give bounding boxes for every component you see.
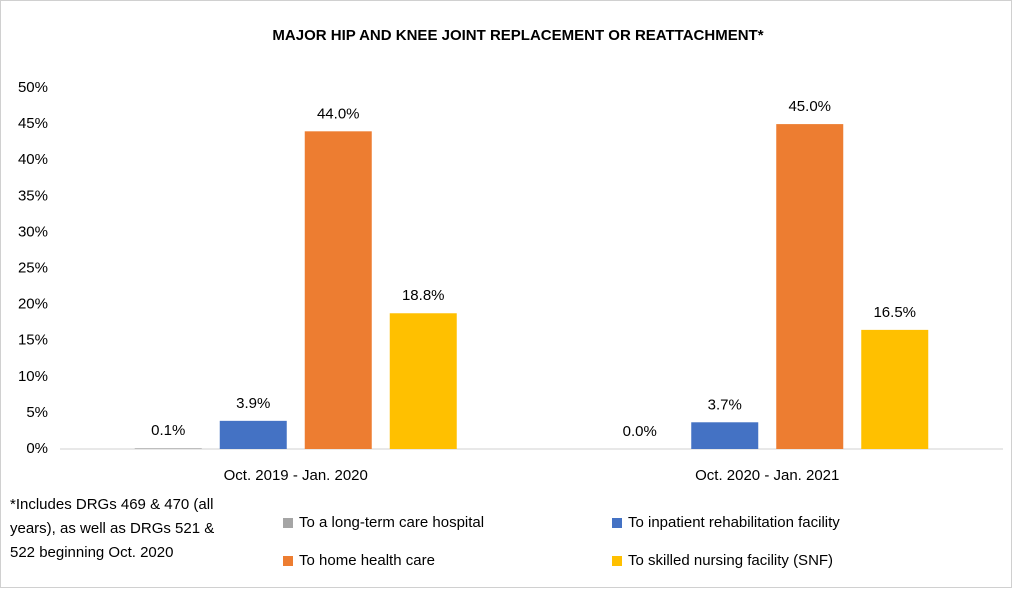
legend-label: To inpatient rehabilitation facility bbox=[628, 514, 840, 531]
data-label: 16.5% bbox=[873, 304, 916, 321]
bar bbox=[304, 131, 372, 449]
footnote: 522 beginning Oct. 2020 bbox=[10, 544, 173, 561]
bar bbox=[861, 329, 929, 449]
y-tick-label: 15% bbox=[18, 332, 48, 349]
y-tick-label: 5% bbox=[26, 404, 48, 421]
footnote: years), as well as DRGs 521 & bbox=[10, 520, 214, 537]
data-label: 0.1% bbox=[151, 422, 185, 439]
bar bbox=[776, 124, 844, 449]
bar bbox=[691, 422, 759, 449]
data-label: 3.7% bbox=[708, 396, 742, 413]
data-label: 3.9% bbox=[236, 395, 270, 412]
y-tick-label: 50% bbox=[18, 79, 48, 96]
y-tick-label: 25% bbox=[18, 259, 48, 276]
legend-swatch bbox=[612, 556, 622, 566]
y-tick-label: 20% bbox=[18, 296, 48, 313]
y-tick-label: 10% bbox=[18, 368, 48, 385]
footnote: *Includes DRGs 469 & 470 (all bbox=[10, 496, 213, 513]
y-tick-label: 40% bbox=[18, 151, 48, 168]
bar bbox=[219, 420, 287, 449]
legend-swatch bbox=[612, 518, 622, 528]
bar bbox=[389, 313, 457, 449]
legend-label: To skilled nursing facility (SNF) bbox=[628, 552, 833, 569]
data-label: 44.0% bbox=[317, 105, 360, 122]
legend-swatch bbox=[283, 556, 293, 566]
x-tick-label: Oct. 2020 - Jan. 2021 bbox=[695, 467, 839, 484]
data-label: 0.0% bbox=[623, 423, 657, 440]
data-label: 18.8% bbox=[402, 287, 445, 304]
legend-label: To home health care bbox=[299, 552, 435, 569]
chart-title: MAJOR HIP AND KNEE JOINT REPLACEMENT OR … bbox=[272, 27, 763, 44]
legend-swatch bbox=[283, 518, 293, 528]
y-tick-label: 0% bbox=[26, 440, 48, 457]
legend-label: To a long-term care hospital bbox=[299, 514, 484, 531]
x-tick-label: Oct. 2019 - Jan. 2020 bbox=[224, 467, 368, 484]
y-tick-label: 45% bbox=[18, 115, 48, 132]
y-tick-label: 35% bbox=[18, 187, 48, 204]
bar bbox=[134, 448, 202, 449]
data-label: 45.0% bbox=[788, 98, 831, 115]
y-tick-label: 30% bbox=[18, 223, 48, 240]
